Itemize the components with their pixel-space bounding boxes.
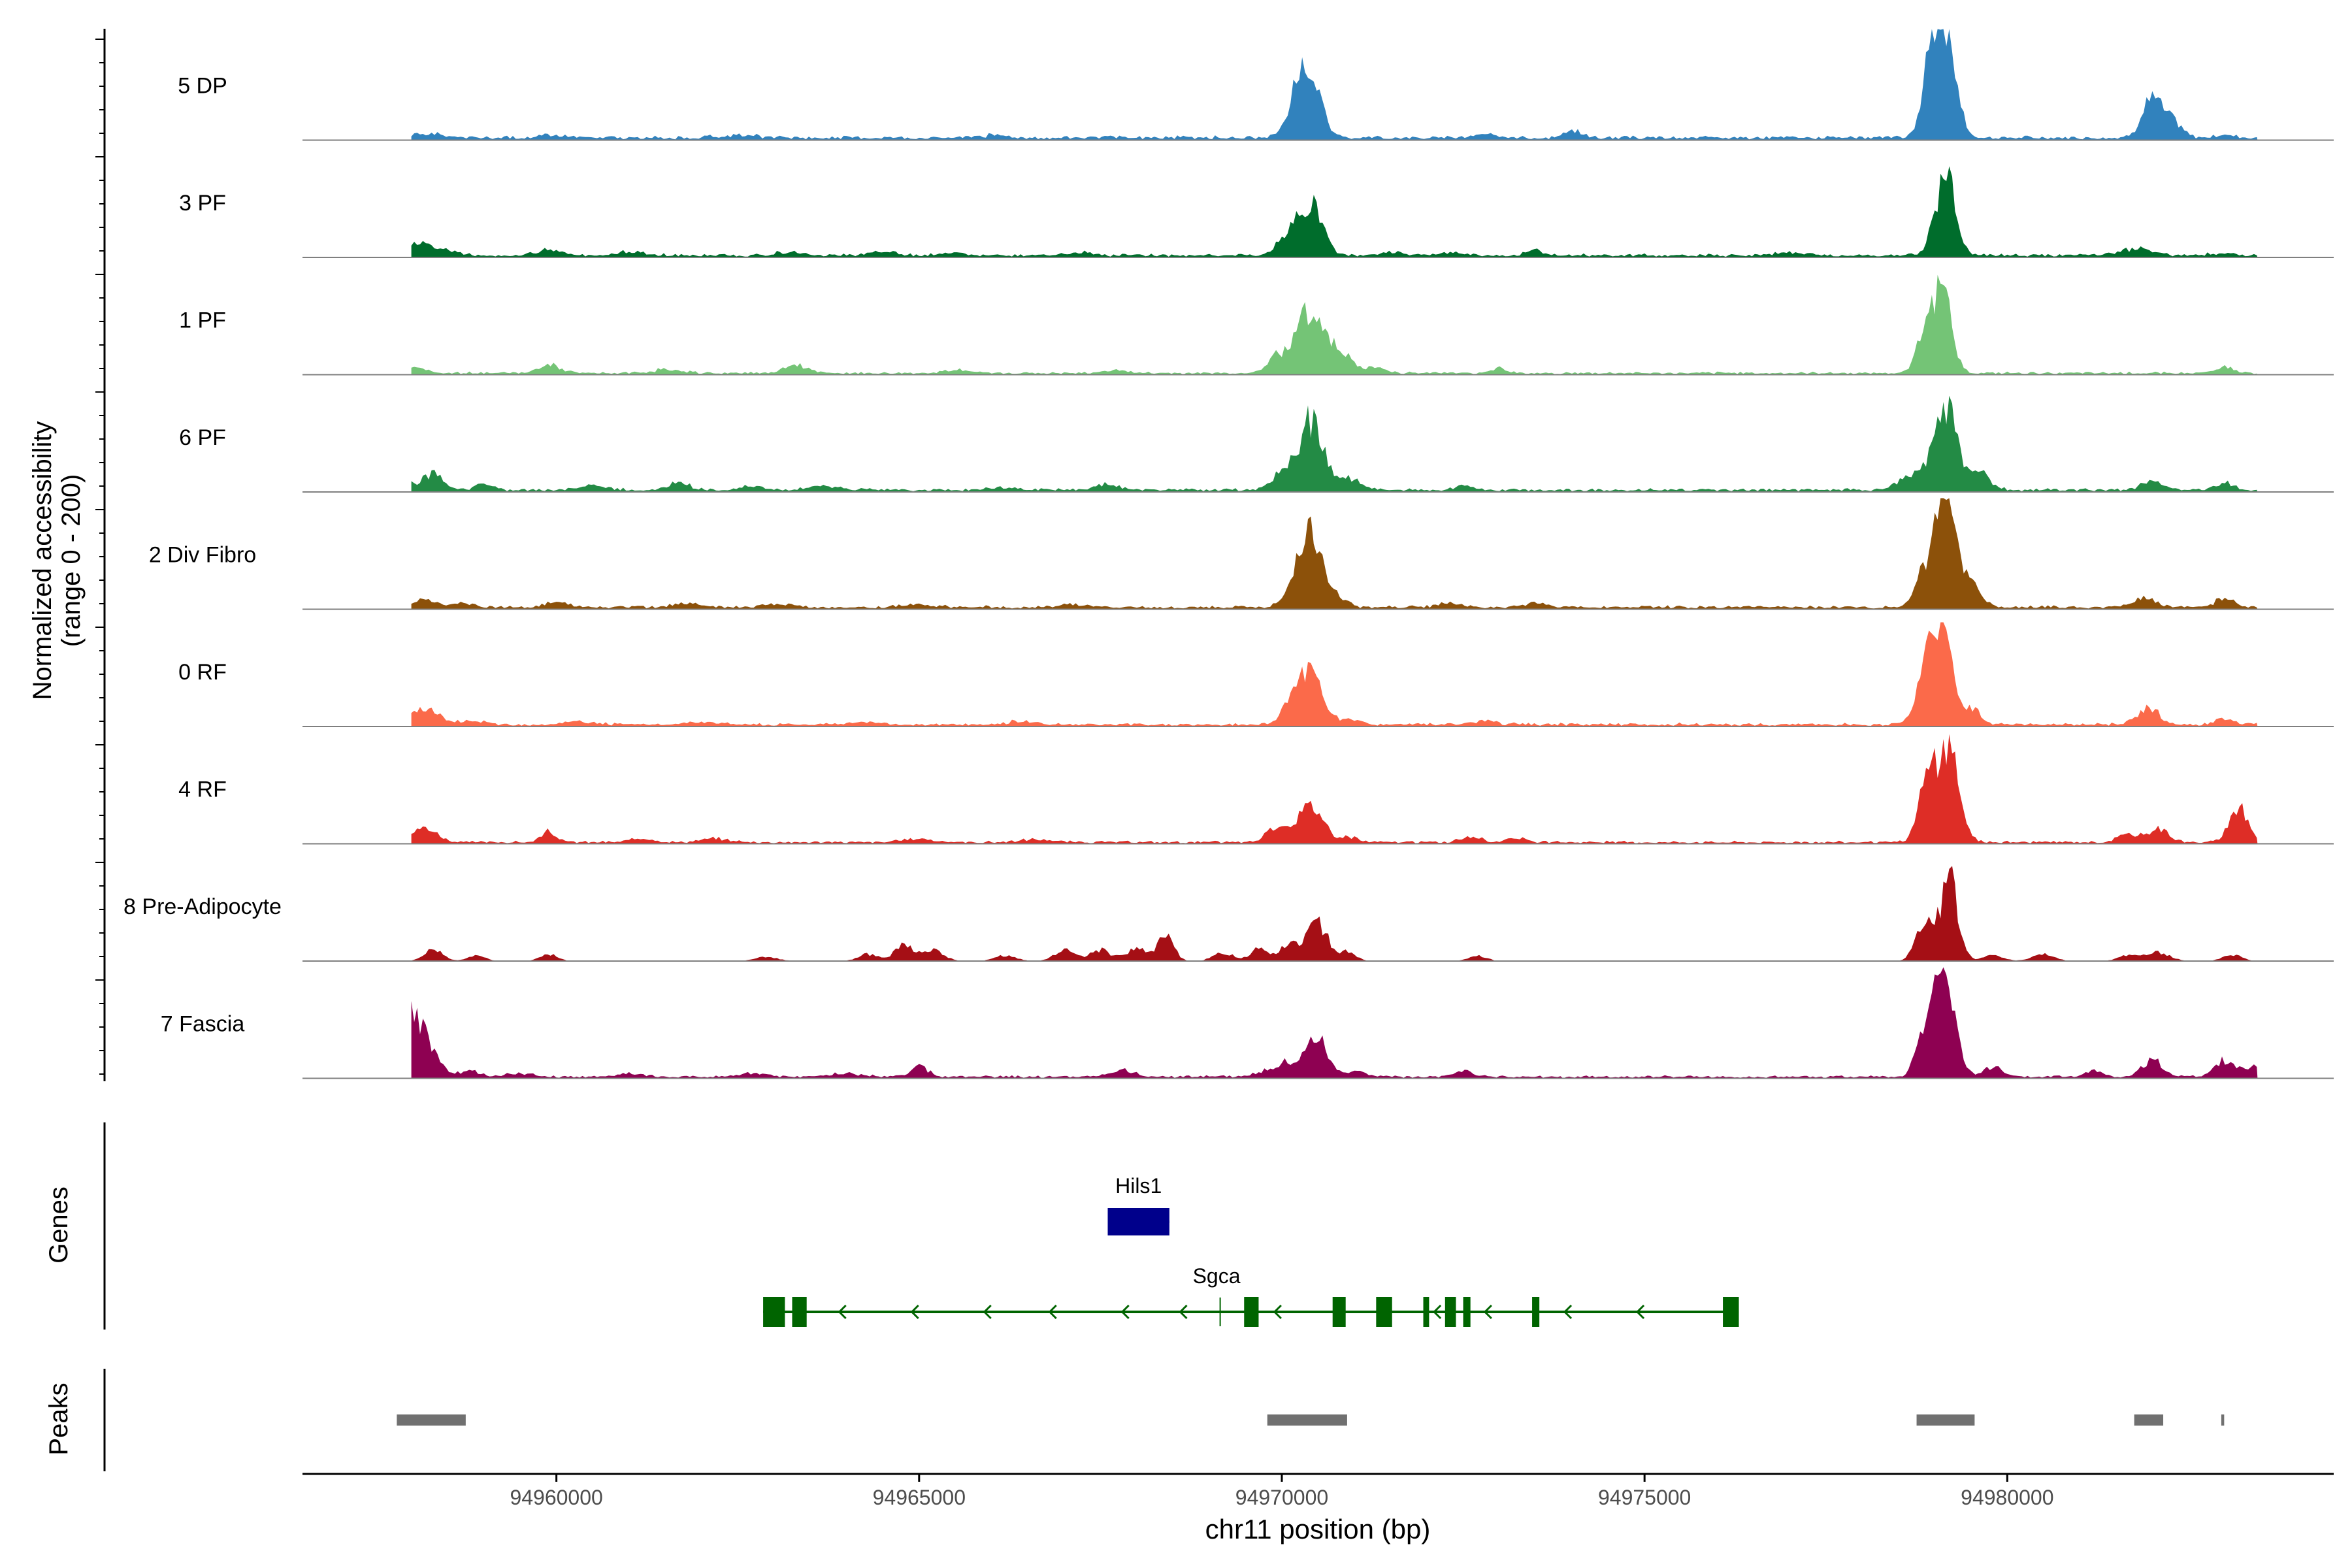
- gene-exon: [1244, 1297, 1259, 1327]
- gene-name: Sgca: [1193, 1264, 1241, 1288]
- peak-region: [2221, 1414, 2225, 1426]
- strand-arrow: [1331, 1304, 1340, 1320]
- gene-exon: [763, 1297, 785, 1327]
- track-label: 2 Div Fibro: [149, 543, 256, 568]
- coverage-track: 3 PF: [179, 166, 2334, 258]
- peak-region: [1267, 1414, 1347, 1426]
- coverage-panel: 5 DP 3 PF 1 PF 6 PF 2 Div Fibro 0 RF 4 RF 8 Pre…: [95, 29, 2334, 1081]
- genes-panel: Hils1 Sgca: [103, 1122, 1739, 1330]
- strand-arrow: [1563, 1304, 1573, 1320]
- gene-exon: [1723, 1297, 1739, 1327]
- gene-exon: [1532, 1297, 1540, 1327]
- gene-name: Hils1: [1115, 1174, 1162, 1198]
- track-label: 5 DP: [178, 74, 227, 99]
- gene-exon: [1445, 1297, 1456, 1327]
- gene-exon: [1463, 1297, 1471, 1327]
- x-axis: 94960000 94965000 94970000 94975000 94980000: [302, 1473, 2334, 1509]
- strand-arrow: [1273, 1304, 1282, 1320]
- peaks-panel-label: Peaks: [44, 1382, 73, 1455]
- track-label: 8 Pre-Adipocyte: [123, 894, 282, 919]
- strand-arrow: [1483, 1304, 1492, 1320]
- y-axis-title: Normalized accessibility: [28, 421, 57, 700]
- strand-arrow: [1120, 1304, 1130, 1320]
- coverage-track: 7 Fascia: [161, 967, 2334, 1079]
- gene-exon: [792, 1297, 807, 1327]
- track-label: 0 RF: [178, 660, 227, 685]
- x-tick-label: 94960000: [510, 1486, 602, 1509]
- track-label: 3 PF: [179, 191, 226, 216]
- track-label: 4 RF: [178, 777, 227, 802]
- x-tick-label: 94965000: [873, 1486, 966, 1509]
- coverage-track: 1 PF: [179, 274, 2334, 376]
- strand-arrow: [1433, 1304, 1442, 1320]
- x-tick-label: 94980000: [1961, 1486, 2053, 1509]
- coverage-area: [411, 622, 2258, 727]
- gene-exon: [1107, 1208, 1169, 1235]
- strand-arrow: [1382, 1304, 1391, 1320]
- strand-arrow: [910, 1304, 919, 1320]
- peaks-panel: [103, 1369, 2225, 1471]
- gene-model: Sgca: [763, 1264, 1739, 1327]
- coverage-area: [411, 967, 2258, 1079]
- track-label: 7 Fascia: [161, 1012, 245, 1037]
- gene-exon: [1332, 1297, 1346, 1327]
- coverage-area: [411, 395, 2258, 492]
- coverage-track: 6 PF: [179, 395, 2334, 493]
- coverage-track: 4 RF: [178, 734, 2334, 845]
- coverage-area: [411, 866, 2258, 961]
- strand-arrow: [838, 1304, 847, 1320]
- genes-panel-label: Genes: [44, 1186, 73, 1264]
- coverage-area: [411, 734, 2258, 844]
- track-label: 6 PF: [179, 425, 226, 450]
- strand-arrow: [1179, 1304, 1188, 1320]
- x-axis-title: chr11 position (bp): [1205, 1514, 1431, 1544]
- y-axis-range-label: (range 0 - 200): [57, 474, 86, 647]
- coverage-track: 0 RF: [178, 622, 2334, 727]
- gene-exon: [1423, 1297, 1429, 1327]
- strand-arrow: [983, 1304, 992, 1320]
- coverage-track: 5 DP: [178, 29, 2334, 141]
- coverage-area: [411, 166, 2258, 257]
- strand-arrow: [1048, 1304, 1057, 1320]
- coverage-track: 2 Div Fibro: [149, 498, 2334, 610]
- peak-region: [1916, 1414, 1975, 1426]
- coverage-area: [411, 274, 2258, 375]
- strand-arrow: [1635, 1304, 1645, 1320]
- peak-region: [397, 1414, 466, 1426]
- coverage-area: [411, 29, 2258, 140]
- x-tick-label: 94975000: [1598, 1486, 1691, 1509]
- peak-region: [2134, 1414, 2164, 1426]
- gene-model: Hils1: [1107, 1174, 1169, 1235]
- x-tick-label: 94970000: [1235, 1486, 1328, 1509]
- coverage-area: [411, 498, 2258, 610]
- track-label: 1 PF: [179, 308, 226, 333]
- coverage-track: 8 Pre-Adipocyte: [123, 866, 2334, 962]
